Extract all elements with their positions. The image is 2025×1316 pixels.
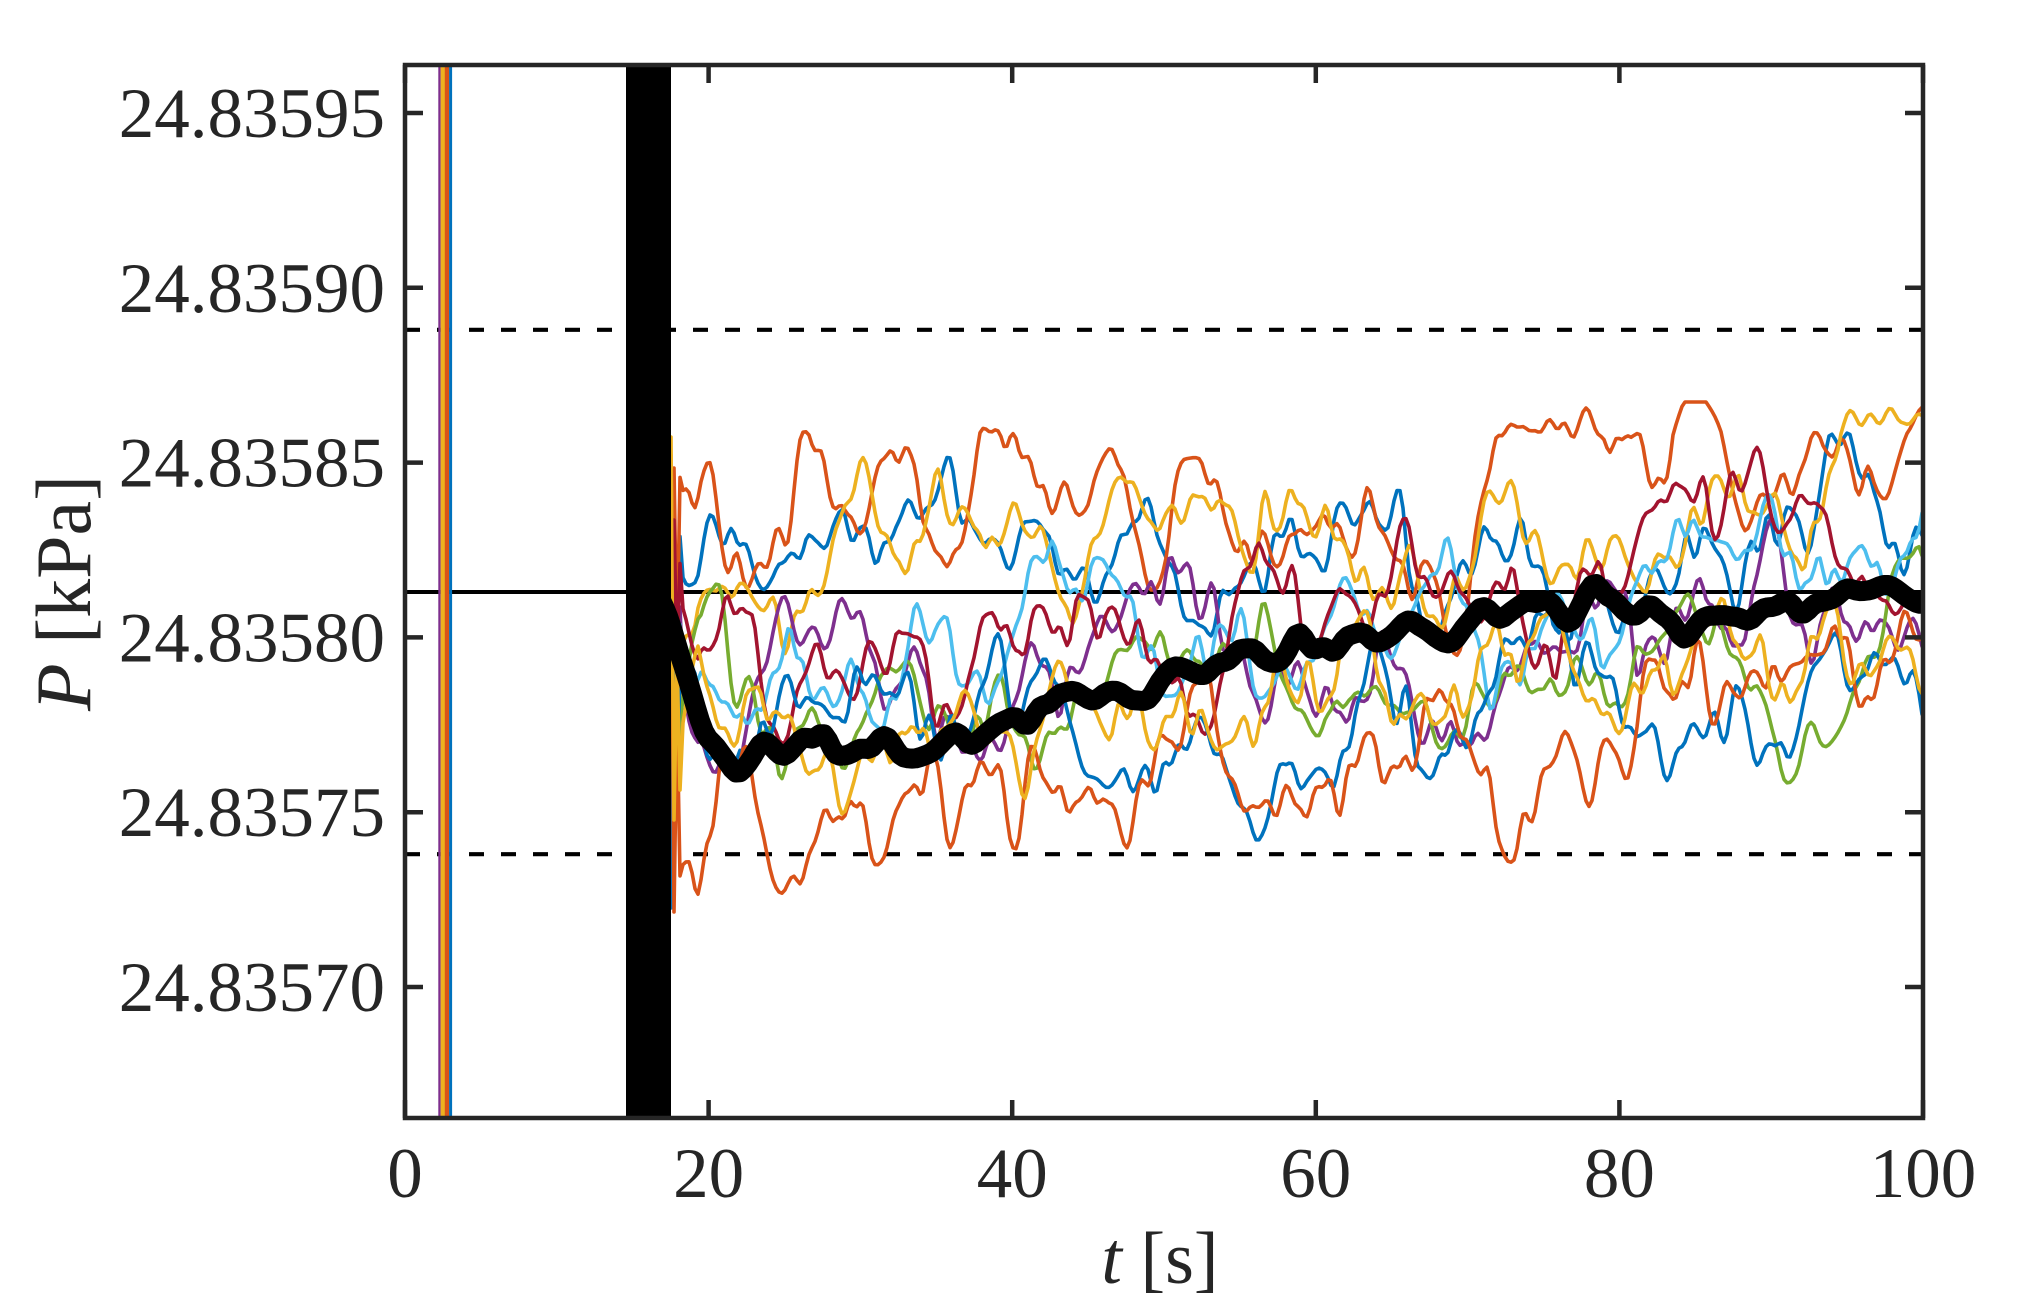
svg-text:0: 0 [387,1135,423,1213]
svg-text:P [kPa]: P [kPa] [20,475,107,712]
svg-text:24.83580: 24.83580 [119,599,385,677]
svg-text:24.83590: 24.83590 [119,250,385,328]
svg-text:t [s]: t [s] [1101,1218,1218,1300]
svg-text:60: 60 [1280,1135,1351,1213]
svg-text:24.83595: 24.83595 [119,75,385,153]
svg-text:24.83575: 24.83575 [119,774,385,852]
svg-text:100: 100 [1870,1135,1977,1213]
svg-text:80: 80 [1584,1135,1655,1213]
svg-text:24.83570: 24.83570 [119,949,385,1027]
svg-text:24.83585: 24.83585 [119,425,385,503]
svg-text:20: 20 [673,1135,744,1213]
svg-text:40: 40 [977,1135,1048,1213]
